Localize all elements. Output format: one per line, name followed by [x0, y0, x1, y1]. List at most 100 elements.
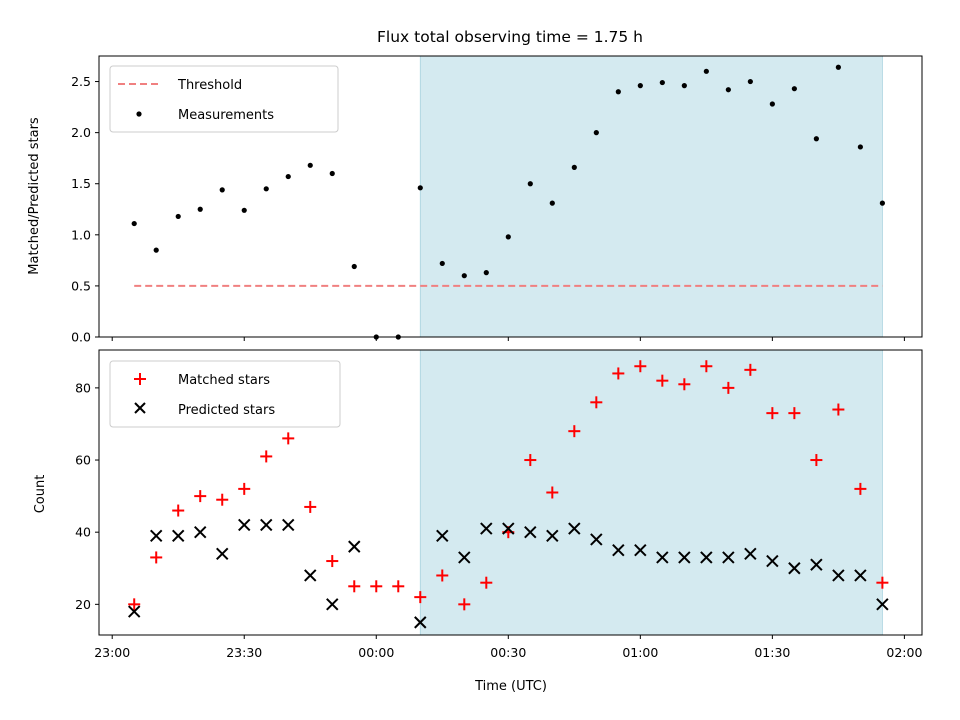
- x-tick-label: 01:30: [754, 645, 790, 660]
- measurement-point: [219, 187, 225, 193]
- x-tick-label: 00:00: [358, 645, 394, 660]
- predicted-legend-swatch: [134, 402, 146, 414]
- threshold-legend-label: Threshold: [177, 78, 242, 93]
- predicted-star-point: [722, 551, 735, 564]
- x-tick-label: 01:00: [622, 645, 658, 660]
- top-y-tick-label: 0.0: [71, 330, 91, 345]
- top-y-tick-label: 0.5: [71, 278, 91, 293]
- matched-star-point: [854, 482, 867, 495]
- predicted-star-point: [326, 598, 339, 611]
- measurements-legend-label: Measurements: [178, 108, 274, 123]
- measurement-point: [835, 64, 841, 70]
- measurement-point: [857, 144, 863, 150]
- predicted-star-point: [832, 569, 845, 582]
- measurement-point: [307, 162, 313, 168]
- matched-star-point: [172, 504, 185, 517]
- predicted-star-point: [568, 522, 581, 535]
- predicted-star-point: [854, 569, 867, 582]
- measurement-point: [879, 200, 885, 206]
- predicted-star-point: [150, 529, 163, 542]
- top-y-tick-label: 1.0: [71, 227, 91, 242]
- measurement-point: [131, 220, 137, 227]
- top-y-tick-label: 2.5: [71, 74, 91, 89]
- matched-star-point: [216, 493, 229, 506]
- matched-star-point: [700, 360, 713, 373]
- measurement-point: [197, 206, 203, 212]
- measurement-point: [263, 186, 269, 192]
- predicted-star-point: [216, 547, 229, 561]
- top-y-tick-label: 1.5: [71, 176, 91, 191]
- matched-star-point: [480, 576, 493, 589]
- top-panel: 0.0 0.5 1.0 1.5 2.0 2.5 Matched/Predicted sta…: [27, 55, 923, 345]
- bottom-y-tick-label: 40: [75, 525, 91, 540]
- measurement-point: [285, 173, 291, 180]
- predicted-star-point: [304, 569, 317, 582]
- matched-star-point: [678, 378, 691, 391]
- matched-star-point: [238, 482, 251, 495]
- predicted-star-point: [194, 525, 207, 539]
- predicted-star-point: [502, 522, 515, 535]
- bottom-plot-frame: [98, 349, 923, 636]
- matched-legend-swatch: [134, 373, 146, 385]
- predicted-star-point: [590, 533, 603, 546]
- x-tick-label: 23:30: [226, 645, 262, 660]
- measurement-point: [153, 247, 159, 253]
- predicted-legend-label: Predicted stars: [178, 403, 275, 418]
- measurements-legend-swatch: [136, 111, 142, 117]
- bottom-panel: 20 40 60 80 23:00 23:30 00:00 00:30 01:00 01:30 0…: [33, 349, 923, 694]
- matched-star-point: [348, 580, 361, 593]
- matched-star-point: [590, 396, 603, 409]
- predicted-star-point: [766, 554, 779, 568]
- x-tick-label: 23:00: [94, 645, 130, 660]
- bottom-legend-box: [109, 360, 341, 428]
- matched-star-point: [876, 576, 889, 589]
- matched-star-point: [788, 407, 801, 420]
- top-legend-box: [109, 65, 339, 133]
- measurement-point: [527, 181, 533, 187]
- matched-star-point: [370, 580, 383, 593]
- measurement-point: [329, 170, 335, 177]
- predicted-star-point: [282, 518, 295, 532]
- predicted-star-point: [128, 605, 141, 618]
- predicted-star-point: [876, 598, 889, 611]
- predicted-star-point: [546, 529, 559, 542]
- matched-star-point: [810, 454, 823, 467]
- top-plot-frame: [98, 55, 923, 338]
- matched-star-point: [612, 367, 625, 380]
- matched-star-point: [194, 490, 207, 503]
- measurement-point: [417, 185, 423, 191]
- matched-star-point: [458, 598, 471, 611]
- matched-star-point: [326, 555, 339, 568]
- measurement-point: [659, 79, 665, 86]
- matched-star-point: [150, 551, 163, 564]
- predicted-star-point: [612, 544, 625, 557]
- matched-star-point: [282, 432, 295, 445]
- matched-star-point: [436, 569, 449, 582]
- matched-star-point: [832, 403, 845, 416]
- predicted-star-point: [238, 518, 251, 532]
- bottom-y-tick-label: 80: [75, 380, 91, 395]
- predicted-star-point: [260, 518, 273, 532]
- top-legend: Threshold Measurements: [109, 65, 339, 133]
- x-tick-label: 00:30: [490, 645, 526, 660]
- predicted-star-point: [788, 562, 801, 575]
- measurement-point: [769, 101, 775, 107]
- matched-star-point: [304, 500, 317, 513]
- matched-star-point: [524, 454, 537, 467]
- bottom-y-axis-label: Count: [33, 475, 48, 514]
- chart-title: Flux total observing time = 1.75 h: [377, 28, 643, 46]
- matched-star-point: [568, 425, 581, 438]
- predicted-star-point: [678, 551, 691, 564]
- measurement-point: [483, 270, 489, 276]
- x-tick-label: 02:00: [886, 645, 922, 660]
- bottom-y-tick-label: 20: [75, 597, 91, 612]
- predicted-star-point: [810, 558, 823, 571]
- top-y-axis-label: Matched/Predicted stars: [27, 117, 42, 275]
- matched-star-point: [722, 381, 735, 394]
- predicted-star-point: [700, 551, 713, 564]
- measurement-point: [703, 68, 709, 74]
- matched-star-point: [128, 598, 141, 611]
- predicted-star-point: [414, 616, 427, 629]
- measurement-point: [505, 234, 511, 240]
